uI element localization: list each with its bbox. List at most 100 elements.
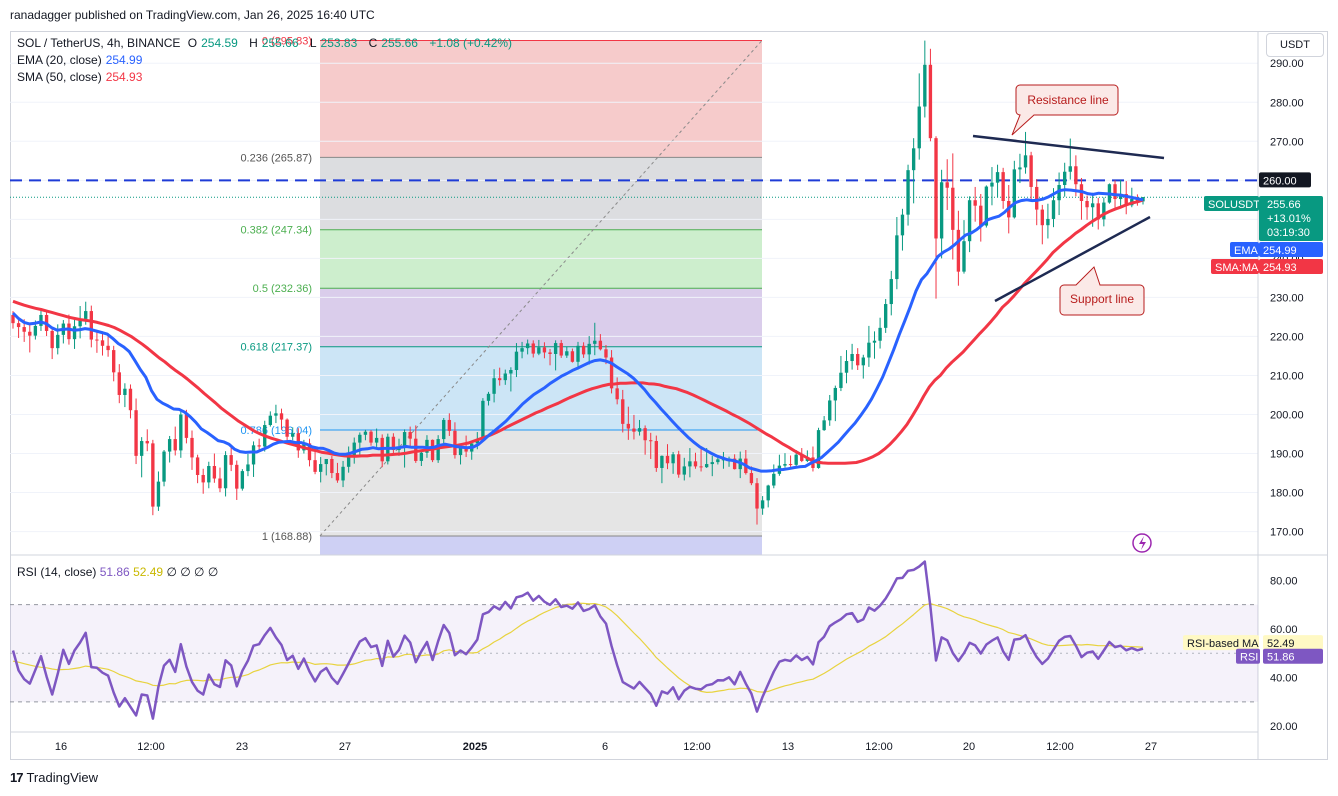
candle-body <box>828 400 832 421</box>
rsi-legend-extra: ∅ ∅ ∅ ∅ <box>166 565 219 579</box>
candle-body <box>1051 200 1056 219</box>
candle-body <box>604 349 608 358</box>
price-tick-label: 280.00 <box>1270 97 1304 109</box>
ema-axis-name-bg <box>1230 242 1259 257</box>
candle-body <box>1046 218 1050 226</box>
candle-body <box>581 345 586 355</box>
price-tick-label: 200.00 <box>1270 409 1304 421</box>
chart-frame <box>10 31 1328 760</box>
brand-name: TradingView <box>26 770 99 785</box>
candle-body <box>766 485 770 501</box>
last-price-tag-line: +13.01% <box>1267 213 1311 225</box>
candle-body <box>520 348 524 352</box>
candle-body <box>139 441 144 456</box>
candle-body <box>1102 202 1106 220</box>
candle-body <box>207 466 211 483</box>
candle-body <box>89 311 93 340</box>
candle-body <box>995 172 1000 183</box>
candle-body <box>22 327 26 332</box>
candle-body <box>1085 200 1089 208</box>
candle-body <box>179 414 183 451</box>
time-tick-label: 20 <box>963 741 975 753</box>
price-tick-label: 220.00 <box>1270 331 1304 343</box>
candle-body <box>335 473 340 481</box>
candle-body <box>587 343 591 355</box>
candle-body <box>318 464 323 472</box>
candle-body <box>509 369 513 374</box>
support-annotation: Support line <box>1070 292 1134 306</box>
open-label: O <box>187 36 198 50</box>
last-price-tag-bg <box>1259 196 1323 241</box>
candle-body <box>453 430 457 456</box>
candle-body <box>408 432 412 439</box>
price-tick-label: 180.00 <box>1270 488 1304 500</box>
candle-body <box>313 460 317 472</box>
candle-body <box>414 438 418 461</box>
time-tick-label: 2025 <box>463 741 487 753</box>
rsi-tick-label: 40.00 <box>1270 673 1298 685</box>
candle-body <box>324 458 328 465</box>
currency-button[interactable]: USDT <box>1266 33 1324 57</box>
price-tick-label: 190.00 <box>1270 449 1304 461</box>
candle-body <box>1040 209 1044 226</box>
rsi-name: RSI <box>1240 652 1258 664</box>
support-callout <box>1059 266 1145 316</box>
sma-axis-tag-bg <box>1259 259 1323 274</box>
rsi-legend-title[interactable]: RSI (14, close) <box>17 565 97 579</box>
candle-body <box>637 428 642 432</box>
candle-body <box>553 343 558 354</box>
fib-level-label: 0 (295.83) <box>262 35 312 47</box>
candle-body <box>833 387 838 401</box>
candle-body <box>917 106 921 149</box>
candle-body <box>548 352 552 354</box>
candle-body <box>794 454 798 465</box>
candle-body <box>654 441 658 468</box>
rsi-legend: RSI (14, close) 51.86 52.49 ∅ ∅ ∅ ∅ <box>17 565 218 579</box>
candle-body <box>218 478 222 489</box>
candle-body <box>391 436 396 451</box>
candle-body <box>979 205 983 226</box>
candle-body <box>481 400 485 440</box>
candle-body <box>688 461 692 467</box>
rsi-legend-value: 51.86 <box>99 565 130 579</box>
candle-body <box>374 437 379 443</box>
candle-body <box>173 439 177 451</box>
ema-legend-label[interactable]: EMA (20, close) <box>17 53 102 67</box>
candle-body <box>229 455 233 465</box>
ema-axis-tag-bg <box>1259 242 1323 257</box>
resistance-trend-line <box>972 134 1165 160</box>
ema-axis-name: EMA <box>1234 245 1259 257</box>
candle-body <box>626 423 631 429</box>
candle-body <box>872 340 877 343</box>
ema-legend-value: 254.99 <box>105 53 143 67</box>
candle-body <box>945 182 949 188</box>
time-tick-label: 6 <box>602 741 608 753</box>
sma-legend-label[interactable]: SMA (50, close) <box>17 70 102 84</box>
candle-body <box>145 441 149 444</box>
price-tick-label: 170.00 <box>1270 527 1304 539</box>
candle-body <box>649 440 653 442</box>
candle-body <box>33 325 38 336</box>
symbol-title[interactable]: SOL / TetherUS, 4h, BINANCE <box>17 36 181 50</box>
time-tick-label: 16 <box>55 741 67 753</box>
candle-body <box>123 388 127 395</box>
candle-body <box>167 439 172 452</box>
rsi-tag: 51.86 <box>1267 652 1295 664</box>
candle-body <box>1113 184 1117 200</box>
time-tick-label: 13 <box>782 741 794 753</box>
tradingview-brand[interactable]: 17 TradingView <box>10 770 98 785</box>
candle-body <box>251 445 256 465</box>
change-value: +1.08 (+0.42%) <box>429 36 513 50</box>
lightning-icon <box>1139 536 1146 550</box>
candle-body <box>844 361 849 373</box>
candle-body <box>570 351 575 362</box>
candle-body <box>1124 193 1128 206</box>
rsi-tag-bg <box>1263 648 1323 664</box>
candle-body <box>1018 167 1022 170</box>
candle-body <box>559 343 563 356</box>
main-legend: SOL / TetherUS, 4h, BINANCE O 254.59 H 255… <box>17 35 516 86</box>
candle-body <box>883 304 888 328</box>
rsi-line <box>11 560 1144 720</box>
candle-body <box>956 229 961 272</box>
